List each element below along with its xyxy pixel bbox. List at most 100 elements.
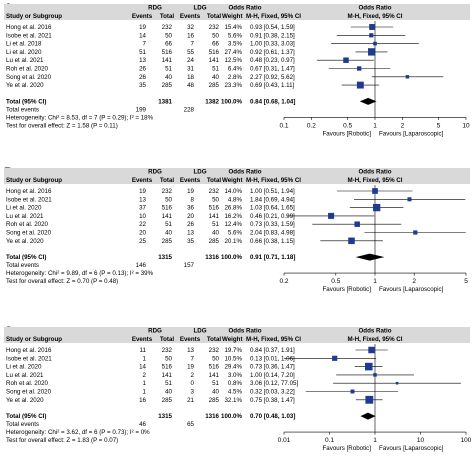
group1-events-header: Events bbox=[132, 13, 153, 20]
total-weight: 100.0% bbox=[221, 413, 242, 420]
study-marker bbox=[369, 24, 376, 30]
study-weight: 20.1% bbox=[224, 238, 242, 245]
group2-total: 232 bbox=[209, 188, 220, 195]
or-plot-ci-header: M-H, Fixed, 95% CI bbox=[347, 13, 402, 20]
study-marker bbox=[365, 395, 374, 404]
x-tick-label: 0.2 bbox=[279, 278, 288, 285]
study-row: Ye et al. 2020 35 285 48 285 23.3% 0.69 [0.43,… bbox=[6, 81, 380, 89]
study-weight: 6.4% bbox=[228, 66, 243, 73]
group1-total: 66 bbox=[165, 41, 172, 48]
group1-events-header: Events bbox=[132, 336, 153, 343]
group2-total: 141 bbox=[209, 372, 220, 379]
study-name: Roh et al. 2020 bbox=[6, 380, 49, 387]
x-tick-label: 10 bbox=[417, 437, 425, 444]
x-tick-label: 10 bbox=[462, 122, 470, 129]
group2-grand-total: 1316 bbox=[205, 254, 219, 261]
or-plot-header-top: Odds Ratio bbox=[358, 328, 391, 335]
heterogeneity-stat: Heterogeneity: Chi² = 9.89, df = 6 (P = … bbox=[6, 270, 154, 277]
study-name: Li et al. 2020 bbox=[6, 49, 42, 56]
total-events-label: Total events bbox=[6, 262, 39, 269]
study-or-ci: 0.73 [0.36, 1.47] bbox=[250, 364, 295, 371]
study-or-ci: 1.00 [0.14, 7.20] bbox=[250, 372, 295, 379]
x-tick-label: 100 bbox=[461, 437, 472, 444]
study-weight: 19.7% bbox=[224, 347, 242, 354]
study-or-ci: 2.04 [0.83, 4.98] bbox=[250, 230, 295, 237]
x-tick-label: 5 bbox=[437, 122, 441, 129]
study-weight: 4.5% bbox=[228, 389, 243, 396]
pooled-effect-diamond bbox=[359, 97, 377, 105]
study-or-ci: 1.84 [0.69, 4.94] bbox=[250, 196, 295, 203]
study-name: Song et al. 2020 bbox=[6, 230, 52, 237]
group2-total: 232 bbox=[209, 24, 220, 31]
overall-effect-stat: Test for overall effect: Z = 1.58 (P = 0… bbox=[6, 122, 118, 129]
study-weight: 29.4% bbox=[224, 364, 242, 371]
favours-right-label: Favours [Laparoscopic] bbox=[379, 445, 444, 452]
total-label: Total (95% CI) bbox=[6, 413, 46, 420]
study-row: Li et al. 2018 7 66 7 66 3.5% 1.00 [0.33, 3.03… bbox=[6, 41, 419, 48]
study-marker bbox=[343, 57, 349, 63]
or-ci-header: M-H, Fixed, 95% CI bbox=[246, 336, 301, 343]
or-plot-ci-header: M-H, Fixed, 95% CI bbox=[347, 177, 402, 184]
group2-header: LDG bbox=[193, 169, 206, 176]
study-name: Ye et al. 2020 bbox=[6, 238, 44, 245]
x-tick-label: 2 bbox=[412, 278, 416, 285]
group1-total: 51 bbox=[165, 380, 172, 387]
group1-header: RDG bbox=[148, 328, 162, 335]
study-or-ci: 0.93 [0.54, 1.59] bbox=[250, 24, 295, 31]
total-or-ci: 0.70 [0.48, 1.03] bbox=[250, 413, 295, 420]
group1-events: 16 bbox=[139, 397, 146, 404]
study-row: Roh et al. 2020 26 51 31 51 6.4% 0.67 [0.31, 1… bbox=[6, 66, 391, 73]
group1-events: 1 bbox=[143, 389, 147, 396]
or-plot-header-top: Odds Ratio bbox=[358, 169, 391, 176]
study-or-ci: 0.66 [0.38, 1.15] bbox=[250, 238, 295, 245]
study-weight: 12.5% bbox=[224, 57, 242, 64]
study-marker bbox=[348, 237, 355, 245]
favours-left-label: Favours [Robotic] bbox=[323, 445, 372, 452]
study-name: Roh et al. 2020 bbox=[6, 221, 49, 228]
study-or-ci: 0.92 [0.61, 1.37] bbox=[250, 49, 295, 56]
group1-grand-total: 1381 bbox=[158, 98, 172, 105]
group2-total: 51 bbox=[212, 380, 219, 387]
group2-events: 24 bbox=[187, 57, 194, 64]
x-tick-label: 0.5 bbox=[331, 278, 340, 285]
study-marker bbox=[372, 188, 378, 194]
study-or-ci: 0.67 [0.31, 1.47] bbox=[250, 66, 295, 73]
group2-events: 8 bbox=[191, 196, 195, 203]
study-marker bbox=[356, 81, 364, 89]
study-row: Li et al. 2020 51 516 55 516 27.4% 0.92 [0.61,… bbox=[6, 48, 388, 56]
study-name: Ye et al. 2020 bbox=[6, 82, 44, 89]
study-row: Song et al. 2020 26 40 18 40 2.8% 2.27 [0.92, … bbox=[6, 74, 444, 81]
study-weight: 2.8% bbox=[228, 74, 243, 81]
group2-events: 48 bbox=[187, 82, 194, 89]
group1-events: 1 bbox=[143, 380, 147, 387]
group2-total: 141 bbox=[209, 213, 220, 220]
study-weight: 16.2% bbox=[224, 213, 242, 220]
x-tick-label: 0.5 bbox=[343, 122, 352, 129]
group1-total: 516 bbox=[162, 364, 173, 371]
study-marker bbox=[368, 346, 375, 354]
study-marker bbox=[354, 221, 360, 227]
group2-events: 16 bbox=[187, 32, 194, 39]
study-row: Lu et al. 2021 2 141 2 141 3.0% 1.00 [0.14, 7.… bbox=[6, 372, 415, 379]
total-weight: 100.0% bbox=[221, 254, 242, 261]
study-row: Li et al. 2020 14 516 19 516 29.4% 0.73 [0.36,… bbox=[6, 362, 383, 371]
study-or-ci: 0.69 [0.43, 1.11] bbox=[250, 82, 295, 89]
study-marker bbox=[407, 197, 412, 202]
group2-events: 21 bbox=[187, 397, 194, 404]
heterogeneity-stat: Heterogeneity: Chi² = 8.53, df = 7 (P = … bbox=[6, 114, 154, 121]
group2-events: 32 bbox=[187, 24, 194, 31]
group1-events: 25 bbox=[139, 238, 146, 245]
study-weight: 26.8% bbox=[224, 205, 242, 212]
total-events-label: Total events bbox=[6, 421, 39, 428]
study-weight: 3.0% bbox=[228, 372, 243, 379]
study-row: Li et al. 2020 37 516 36 516 26.8% 1.03 [0.64,… bbox=[6, 203, 404, 212]
study-name: Hong et al. 2016 bbox=[6, 188, 52, 195]
group1-events: 13 bbox=[139, 57, 146, 64]
group1-total: 141 bbox=[162, 213, 173, 220]
group2-total-events: 157 bbox=[184, 262, 195, 269]
study-or-ci: 0.75 [0.38, 1.47] bbox=[250, 397, 295, 404]
group2-total: 50 bbox=[212, 32, 219, 39]
group1-header: RDG bbox=[148, 5, 162, 12]
study-row: Lu et al. 2021 10 141 20 141 16.2% 0.46 [0.21,… bbox=[6, 212, 375, 220]
